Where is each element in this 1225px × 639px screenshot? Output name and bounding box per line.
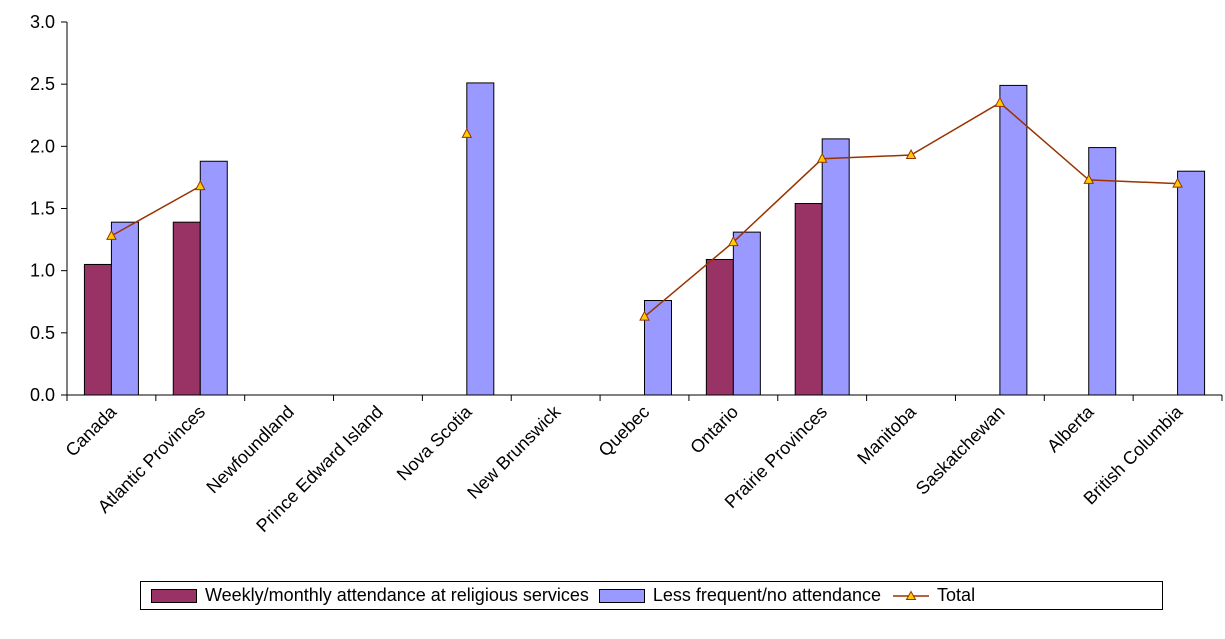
total-marker <box>816 152 828 163</box>
total-marker <box>461 127 473 138</box>
bar-less-frequent <box>644 300 672 396</box>
legend-item-weekly: Weekly/monthly attendance at religious s… <box>141 585 589 606</box>
y-tick-label: 1.5 <box>30 199 55 219</box>
bar-less-frequent <box>199 160 228 396</box>
total-line <box>106 96 1183 321</box>
legend: Weekly/monthly attendance at religious s… <box>140 581 1163 610</box>
legend-swatch-weekly <box>151 588 197 603</box>
category-label: Saskatchewan <box>912 402 1009 499</box>
legend-label-less-frequent: Less frequent/no attendance <box>652 585 882 605</box>
bar-less-frequent <box>1177 170 1206 396</box>
total-marker <box>728 236 739 247</box>
bar-weekly-monthly <box>794 203 823 396</box>
total-marker <box>1083 173 1095 184</box>
bar-less-frequent <box>110 221 139 396</box>
bars <box>83 82 1206 396</box>
bar-less-frequent <box>466 82 495 396</box>
legend-item-total: Total <box>881 585 975 606</box>
bar-weekly-monthly <box>83 263 112 396</box>
bar-weekly-monthly <box>172 221 201 396</box>
category-label: New Brunswick <box>463 401 565 503</box>
total-line-segment <box>111 185 201 237</box>
bar-less-frequent <box>732 231 761 396</box>
bar-less-frequent <box>999 84 1028 396</box>
axes: 0.0 0.5 1.0 1.5 2.0 2.5 3.0 <box>30 12 1223 405</box>
total-marker <box>106 229 117 240</box>
y-tick-label: 3.0 <box>30 12 55 32</box>
y-tick-label: 0.5 <box>30 323 55 343</box>
total-marker <box>905 148 917 160</box>
total-marker <box>194 180 206 191</box>
category-label: Manitoba <box>853 401 920 468</box>
category-label: Quebec <box>595 402 654 461</box>
total-marker <box>639 310 650 321</box>
legend-swatch-total <box>893 589 930 600</box>
category-label: Alberta <box>1043 401 1098 456</box>
legend-item-less-frequent: Less frequent/no attendance <box>589 585 881 606</box>
category-label: Ontario <box>686 402 742 458</box>
category-label: Nova Scotia <box>393 401 476 484</box>
bar-weekly-monthly <box>705 258 734 396</box>
y-tick-label: 0.0 <box>30 385 55 405</box>
category-label: Canada <box>62 401 121 460</box>
total-marker <box>994 96 1006 107</box>
legend-swatch-less-frequent <box>598 588 645 603</box>
y-tick-label: 2.0 <box>30 136 55 156</box>
category-label: Newfoundland <box>202 402 298 498</box>
bar-less-frequent <box>1088 147 1117 396</box>
bar-less-frequent <box>821 138 850 396</box>
y-tick-label: 2.5 <box>30 74 55 94</box>
legend-label-total: Total <box>937 585 976 605</box>
legend-label-weekly: Weekly/monthly attendance at religious s… <box>205 585 589 605</box>
y-tick-label: 1.0 <box>30 261 55 281</box>
total-marker <box>1172 177 1183 188</box>
